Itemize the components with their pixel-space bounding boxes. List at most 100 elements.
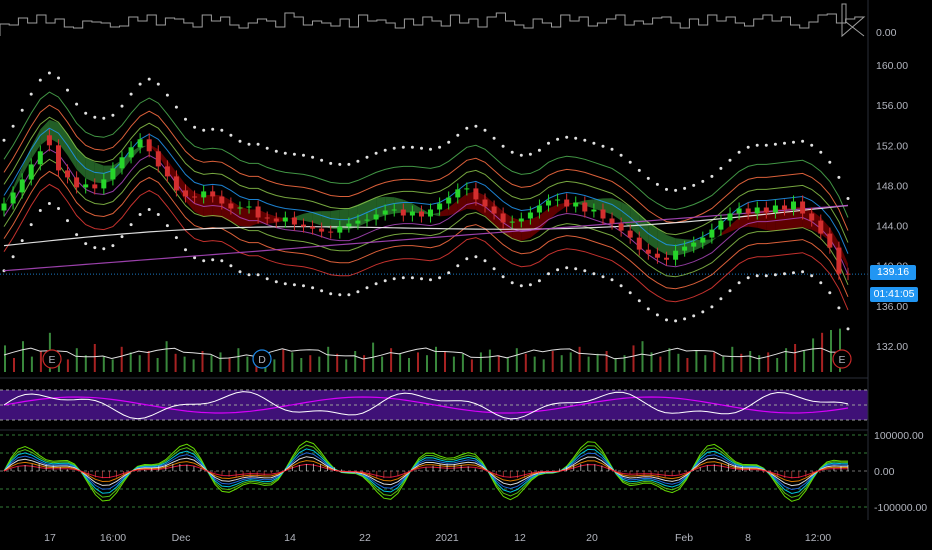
band-dot: [138, 213, 142, 216]
time-label: 8: [745, 532, 751, 544]
candle-body: [291, 217, 297, 225]
cloud-segment: [711, 233, 721, 242]
volume-bar: [632, 345, 635, 372]
band-dot: [111, 113, 115, 117]
volume-bar: [740, 353, 743, 372]
band-dot: [592, 141, 596, 145]
band-dot: [528, 283, 532, 287]
candle-body: [645, 249, 651, 254]
volume-bar: [713, 352, 716, 372]
band-dot: [238, 270, 242, 274]
event-marker-circle: [42, 349, 62, 369]
band-dot: [11, 124, 15, 128]
band-dot: [628, 160, 632, 164]
candle-body: [46, 135, 52, 146]
candle-body: [791, 201, 796, 210]
band-dot: [75, 102, 79, 106]
volume-bar: [785, 348, 788, 372]
candle-body: [763, 207, 769, 213]
band-dot: [746, 145, 750, 149]
band-dot: [537, 148, 541, 152]
band-line: [3, 116, 849, 243]
band-dot: [238, 139, 242, 143]
band-dot: [701, 310, 705, 314]
candle-body: [482, 199, 488, 207]
event-marker-circle: [832, 349, 852, 369]
volume-bar: [444, 351, 446, 372]
price-tick-label: 156.00: [876, 100, 908, 112]
volume-bar: [821, 332, 824, 372]
candle-body: [110, 168, 116, 180]
volume-bar: [129, 352, 132, 372]
volume-bar: [75, 348, 78, 372]
candle-body: [509, 221, 515, 223]
cloud-segment: [548, 204, 558, 221]
volume-bar: [578, 346, 581, 372]
band-dot: [537, 279, 541, 283]
candle-body: [573, 202, 579, 207]
cloud-segment: [321, 211, 331, 229]
volume-bar: [803, 351, 806, 372]
band-dot: [438, 145, 442, 149]
candle-body: [255, 206, 261, 218]
volume-bar: [4, 345, 6, 372]
band-dot: [165, 224, 169, 228]
event-marker-circle: [252, 349, 272, 369]
rsi-line: [3, 391, 849, 420]
band-dot: [75, 233, 79, 237]
band-dot: [174, 105, 178, 109]
volume-bar: [470, 359, 473, 372]
volume-bar: [731, 346, 734, 372]
event-marker[interactable]: D: [252, 349, 272, 369]
cloud-segment: [720, 225, 730, 236]
volume-bar: [668, 348, 671, 372]
cloud-segment: [185, 184, 195, 212]
volume-bar: [399, 353, 402, 372]
event-marker[interactable]: E: [832, 349, 852, 369]
band-dot: [147, 77, 151, 81]
band-dot: [692, 183, 696, 187]
volume-bar: [282, 349, 285, 372]
volume-bar: [677, 353, 680, 372]
band-dot: [374, 151, 378, 155]
candle-body: [818, 220, 824, 234]
band-dot: [20, 239, 24, 243]
volume-bar: [650, 352, 653, 372]
candle-body: [173, 176, 179, 191]
candle-body: [446, 197, 452, 204]
volume-bar: [794, 344, 797, 372]
volume-bar: [300, 358, 303, 372]
band-dot: [274, 149, 278, 153]
candle-body: [555, 199, 561, 201]
candle-body: [319, 228, 325, 232]
band-dot: [483, 259, 487, 263]
event-marker[interactable]: E: [42, 349, 62, 369]
candle-body: [346, 223, 352, 227]
band-dot: [11, 255, 15, 259]
band-dot: [801, 270, 805, 274]
volume-bar: [219, 352, 222, 372]
osc-line: [3, 463, 848, 479]
band-dot: [247, 273, 251, 277]
candle-body: [74, 177, 80, 188]
band-dot: [492, 136, 496, 140]
envelope-bands: [2, 71, 850, 331]
band-dot: [837, 175, 841, 179]
volume-bar: [614, 358, 617, 372]
volume-bar: [426, 355, 428, 372]
cloud-segment: [730, 217, 740, 232]
candle-body: [92, 184, 98, 189]
band-dot: [583, 269, 587, 273]
band-dot: [29, 223, 33, 227]
cloud-segment: [766, 209, 776, 231]
band-line: [3, 127, 849, 254]
candle-body: [83, 184, 89, 188]
band-dot: [547, 141, 550, 145]
volume-bar: [417, 352, 419, 372]
volume-bar: [138, 355, 141, 372]
band-dot: [601, 144, 605, 148]
candle-body: [772, 205, 778, 213]
band-dot: [66, 219, 69, 223]
